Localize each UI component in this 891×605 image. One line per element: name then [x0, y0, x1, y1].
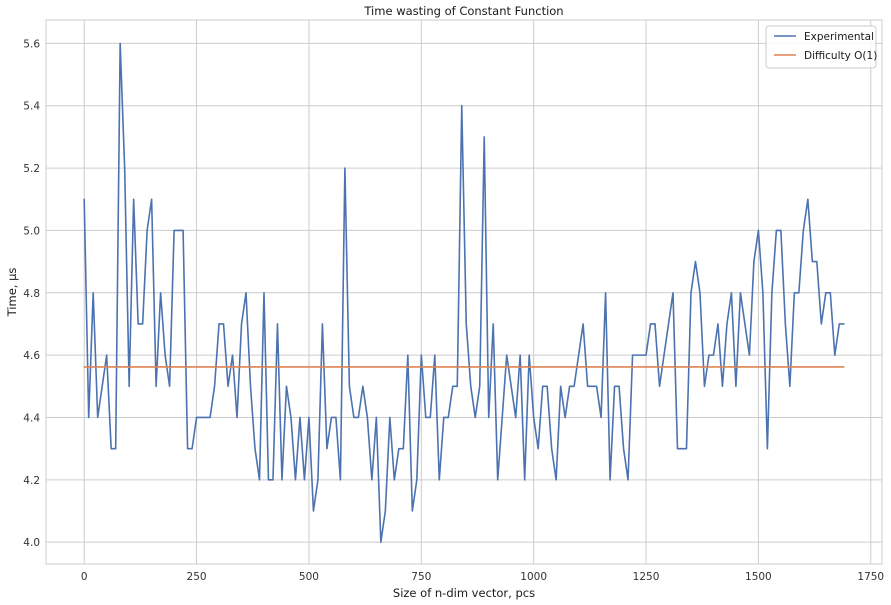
- y-tick-label: 4.0: [23, 537, 40, 549]
- x-tick-labels: 0 250 500 750 1000 1250 1500 1750: [81, 571, 884, 583]
- x-tick-label: 750: [411, 571, 431, 583]
- y-tick-label: 4.4: [23, 412, 40, 424]
- legend: Experimental Difficulty O(1): [765, 25, 877, 69]
- series-line-experimental: [83, 42, 845, 543]
- legend-label-experimental: Experimental: [804, 31, 874, 43]
- chart-title: Time wasting of Constant Function: [363, 4, 563, 18]
- legend-label-difficulty: Difficulty O(1): [804, 50, 877, 62]
- y-axis-label: Time, µs: [5, 268, 19, 318]
- x-tick-label: 1000: [520, 571, 547, 583]
- y-tick-labels: 4.0 4.2 4.4 4.6 4.8 5.0 5.2 5.4 5.6: [23, 38, 40, 549]
- x-tick-label: 1250: [633, 571, 660, 583]
- series-layer: [83, 42, 845, 543]
- x-tick-label: 500: [299, 571, 319, 583]
- y-tick-label: 5.4: [23, 101, 40, 113]
- x-tick-label: 250: [187, 571, 207, 583]
- x-tick-label: 1500: [745, 571, 772, 583]
- x-axis-label: Size of n-dim vector, pcs: [393, 586, 535, 600]
- y-tick-label: 4.6: [23, 350, 40, 362]
- x-tick-label: 0: [81, 571, 88, 583]
- x-tick-label: 1750: [857, 571, 884, 583]
- grid-x: [83, 20, 872, 564]
- y-tick-label: 4.2: [23, 475, 40, 487]
- plot-area: [45, 19, 883, 565]
- y-tick-label: 5.6: [23, 38, 40, 50]
- y-tick-label: 4.8: [23, 288, 40, 300]
- y-tick-label: 5.0: [23, 225, 40, 237]
- y-tick-label: 5.2: [23, 163, 40, 175]
